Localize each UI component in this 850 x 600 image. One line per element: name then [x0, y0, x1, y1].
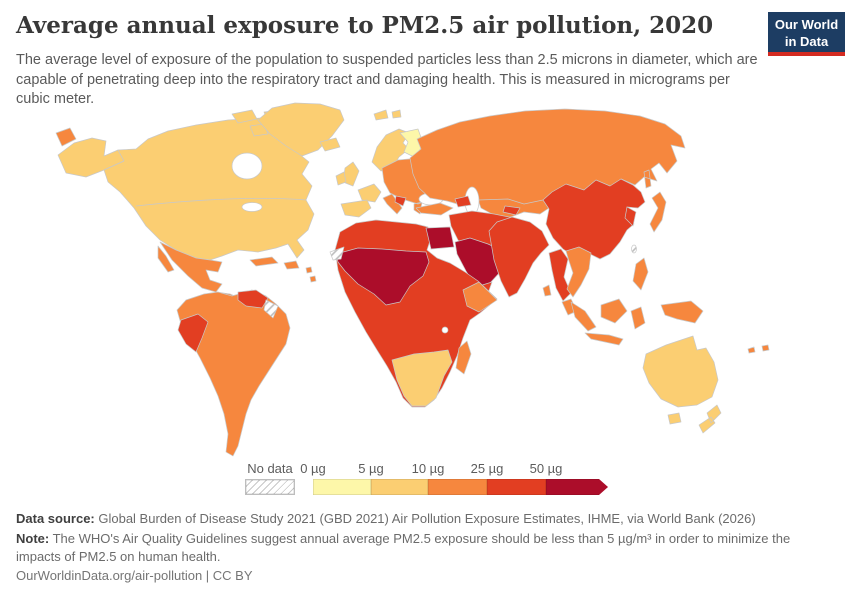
legend-tick-2: 10 µg	[411, 461, 445, 476]
region-france[interactable]	[357, 183, 382, 203]
region-india-pakistan[interactable]	[488, 216, 550, 298]
legend-no-data-label: No data	[247, 461, 293, 476]
legend-swatch-50-plus[interactable]	[546, 479, 608, 495]
region-fiji-pacific-islands[interactable]	[747, 344, 770, 354]
legend-tick-4: 50 µg	[529, 461, 563, 476]
great-lakes	[241, 202, 263, 212]
region-java[interactable]	[584, 332, 624, 346]
region-tasmania[interactable]	[667, 412, 682, 425]
region-ireland[interactable]	[335, 171, 347, 186]
region-japan[interactable]	[649, 191, 667, 233]
region-sri-lanka[interactable]	[542, 284, 552, 297]
region-taiwan-no-data[interactable]	[631, 244, 637, 254]
data-source-line: Data source: Global Burden of Disease St…	[16, 511, 836, 526]
region-sahel-belt[interactable]	[335, 247, 430, 306]
legend-swatch-0-5[interactable]	[313, 479, 371, 495]
region-balkans-bosnia[interactable]	[394, 195, 407, 207]
region-western-sahara-no-data[interactable]	[329, 246, 345, 261]
owid-logo-line1: Our World	[774, 17, 839, 32]
region-horn-of-africa[interactable]	[462, 281, 498, 313]
note-text: The WHO's Air Quality Guidelines suggest…	[16, 531, 791, 565]
region-australia[interactable]	[642, 335, 719, 408]
citation-link[interactable]: OurWorldinData.org/air-pollution | CC BY	[16, 568, 253, 583]
legend-tick-0: 0 µg	[300, 461, 326, 476]
owid-logo-box: Our World in Data	[768, 12, 845, 52]
region-guyanas-no-data[interactable]	[263, 299, 279, 319]
us-canada-border	[135, 198, 307, 207]
note-label: Note:	[16, 531, 50, 546]
page-title: Average annual exposure to PM2.5 air pol…	[16, 12, 714, 39]
region-uzbekistan[interactable]	[502, 205, 521, 216]
region-sumatra[interactable]	[570, 301, 597, 332]
region-new-zealand[interactable]	[698, 404, 722, 434]
owid-logo[interactable]: Our World in Data	[768, 12, 845, 56]
region-cuba[interactable]	[249, 256, 279, 267]
region-madagascar[interactable]	[455, 340, 472, 375]
legend-swatch-25-50[interactable]	[487, 479, 546, 495]
legend-tick-3: 25 µg	[470, 461, 504, 476]
chart-subtitle: The average level of exposure of the pop…	[16, 52, 758, 108]
owid-logo-line2: in Data	[784, 33, 829, 49]
data-source-text: Global Burden of Disease Study 2021 (GBD…	[94, 511, 756, 526]
region-italy[interactable]	[382, 193, 403, 215]
owid-logo-stripe	[768, 52, 845, 56]
region-lesser-antilles[interactable]	[305, 266, 317, 283]
legend-swatch-10-25[interactable]	[428, 479, 487, 495]
region-philippines[interactable]	[632, 257, 649, 291]
region-southern-africa[interactable]	[391, 349, 453, 407]
region-new-guinea[interactable]	[660, 300, 704, 324]
hudson-bay	[231, 152, 263, 180]
data-source-label: Data source:	[16, 511, 95, 526]
region-hispaniola[interactable]	[283, 260, 300, 270]
region-iceland[interactable]	[319, 137, 341, 152]
region-russia[interactable]	[409, 108, 686, 206]
region-iberia[interactable]	[340, 199, 372, 218]
region-mexico[interactable]	[157, 241, 223, 293]
world-choropleth-map	[55, 102, 770, 457]
region-sulawesi[interactable]	[630, 306, 646, 330]
note-line: Note: The WHO's Air Quality Guidelines s…	[16, 530, 838, 567]
region-egypt[interactable]	[425, 226, 455, 250]
region-south-america[interactable]	[176, 289, 291, 457]
region-venezuela[interactable]	[237, 289, 269, 309]
legend-swatch-no-data[interactable]	[245, 479, 295, 495]
region-chukotka-fragment[interactable]	[55, 127, 77, 147]
region-korea[interactable]	[624, 206, 637, 227]
region-borneo[interactable]	[600, 298, 628, 324]
region-caucasus[interactable]	[454, 195, 472, 208]
region-svalbard[interactable]	[373, 109, 402, 121]
region-peru[interactable]	[177, 313, 209, 353]
legend-tick-1: 5 µg	[358, 461, 384, 476]
legend-swatch-5-10[interactable]	[371, 479, 428, 495]
region-turkey[interactable]	[415, 202, 454, 216]
region-indochina[interactable]	[565, 246, 592, 298]
lake-victoria	[441, 326, 449, 334]
